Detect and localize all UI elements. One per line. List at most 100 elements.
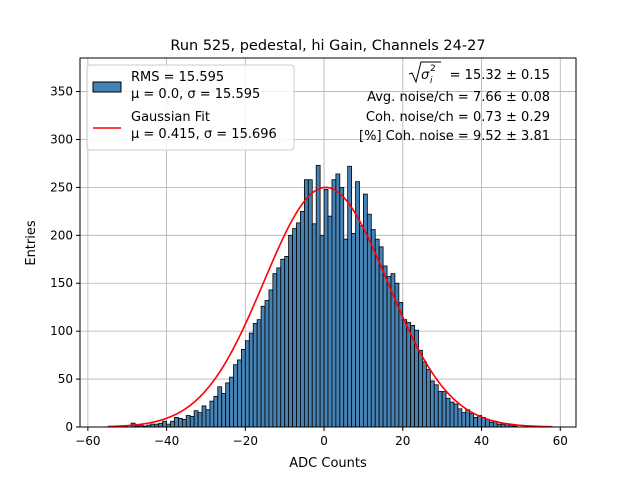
histogram-bar xyxy=(162,420,168,428)
x-tick-label: −40 xyxy=(154,434,179,448)
y-tick-label: 0 xyxy=(65,420,73,434)
y-tick-label: 350 xyxy=(50,85,73,99)
x-tick-label: 40 xyxy=(474,434,489,448)
histogram-bar xyxy=(473,417,478,428)
histogram-bar xyxy=(181,418,187,428)
histogram-bar xyxy=(488,421,494,428)
histogram-bar xyxy=(240,348,246,428)
histogram-bar xyxy=(197,412,203,428)
histogram-bar xyxy=(339,186,345,428)
sigma-symbol: σ xyxy=(421,68,430,83)
histogram-bar xyxy=(406,322,412,428)
histogram-bar xyxy=(465,409,471,428)
histogram-bar xyxy=(449,401,455,428)
histogram-bar xyxy=(311,223,317,428)
histogram-bar xyxy=(402,319,408,428)
y-tick-label: 100 xyxy=(50,324,73,338)
histogram-bar xyxy=(158,422,164,428)
histogram-bar xyxy=(315,164,321,428)
x-axis-label: ADC Counts xyxy=(289,456,367,471)
histogram-bar xyxy=(237,359,242,428)
legend: RMS = 15.595 μ = 0.0, σ = 15.595 Gaussia… xyxy=(86,64,295,151)
histogram-bar xyxy=(453,403,459,428)
histogram-bar xyxy=(457,408,463,428)
histogram-bar xyxy=(233,364,238,428)
histogram-bar xyxy=(276,267,282,428)
histogram-bar xyxy=(248,332,254,428)
histogram-bar xyxy=(303,179,309,428)
histogram-bar xyxy=(292,228,297,428)
chart-title: Run 525, pedestal, hi Gain, Channels 24-… xyxy=(170,38,485,54)
x-tick-label: −60 xyxy=(75,434,100,448)
legend-histogram-patch xyxy=(92,81,122,93)
histogram-bar xyxy=(382,265,388,428)
histogram-bar xyxy=(185,415,191,428)
plot-frame xyxy=(79,57,577,428)
histogram-bar xyxy=(351,232,356,428)
histogram-bar xyxy=(307,179,313,428)
histogram-bars xyxy=(122,164,518,428)
histogram-bar xyxy=(418,349,423,428)
x-tick-label: 20 xyxy=(395,434,410,448)
histogram-bar xyxy=(437,391,443,428)
histogram-bar xyxy=(323,188,329,428)
histogram-bar xyxy=(213,395,219,428)
histogram-bar xyxy=(205,409,211,428)
gaussian-fit-curve xyxy=(107,186,553,428)
histogram-bar xyxy=(398,302,404,428)
legend-fit-label: Gaussian Fit xyxy=(131,110,210,125)
histogram-bar xyxy=(272,273,278,428)
histogram-bar xyxy=(280,258,286,428)
y-tick-label: 150 xyxy=(50,276,73,290)
histogram-bar xyxy=(386,276,392,428)
histogram-bar xyxy=(221,393,227,428)
histogram-bar xyxy=(366,213,372,428)
histogram-bar xyxy=(296,222,301,428)
legend-histogram-label: RMS = 15.595 xyxy=(131,70,224,85)
histogram-bar xyxy=(359,225,364,428)
x-tick-label: −20 xyxy=(233,434,258,448)
histogram-bar xyxy=(189,416,195,428)
annotation-coh-noise: Coh. noise/ch = 0.73 ± 0.29 xyxy=(366,110,550,125)
annotations: √σ_i² = 15.32 ± 0.15 σ 2 i = 15.32 ± 0.1… xyxy=(359,61,550,144)
histogram-bar xyxy=(331,179,337,428)
histogram-bar xyxy=(461,412,467,428)
y-tick-label: 50 xyxy=(58,372,73,386)
histogram-bar xyxy=(335,173,341,428)
y-tick-label: 250 xyxy=(50,180,73,194)
histogram-bar xyxy=(469,413,475,428)
histogram-bar xyxy=(300,210,305,428)
histogram-bar xyxy=(264,300,270,428)
x-axis-ticks: −60 −40 −20 0 20 40 60 xyxy=(75,427,568,448)
histogram-bar xyxy=(429,380,435,428)
x-tick-label: 0 xyxy=(320,434,328,448)
histogram-bar xyxy=(288,234,293,428)
sqrt-symbol xyxy=(408,61,441,84)
annotation-sigma: √σ_i² = 15.32 ± 0.15 σ 2 i = 15.32 ± 0.1… xyxy=(408,61,550,86)
histogram-bar xyxy=(284,255,290,428)
histogram-bar xyxy=(174,417,179,428)
annotation-coh-percent: [%] Coh. noise = 9.52 ± 3.81 xyxy=(359,129,550,144)
legend-box xyxy=(86,64,295,151)
histogram-bar xyxy=(260,305,266,428)
histogram-bar xyxy=(244,340,250,428)
histogram-bar xyxy=(378,246,384,428)
sigma-subscript: i xyxy=(430,76,433,86)
histogram-bar xyxy=(433,384,439,428)
histogram-bar xyxy=(256,319,262,428)
sigma-value: = 15.32 ± 0.15 xyxy=(450,68,550,83)
histogram-bar xyxy=(225,382,230,428)
histogram-bar xyxy=(268,289,274,428)
histogram-bar xyxy=(441,391,447,428)
histogram-bar xyxy=(327,215,333,428)
legend-histogram-stats: μ = 0.0, σ = 15.595 xyxy=(131,87,260,102)
histogram-bar xyxy=(343,238,349,428)
histogram-bar xyxy=(209,400,215,428)
sigma-superscript: 2 xyxy=(430,64,436,74)
histogram-bar xyxy=(217,386,223,428)
histogram-bar xyxy=(370,229,376,428)
x-tick-label: 60 xyxy=(553,434,568,448)
histogram-bar xyxy=(178,417,183,428)
histogram-bar xyxy=(252,323,258,428)
